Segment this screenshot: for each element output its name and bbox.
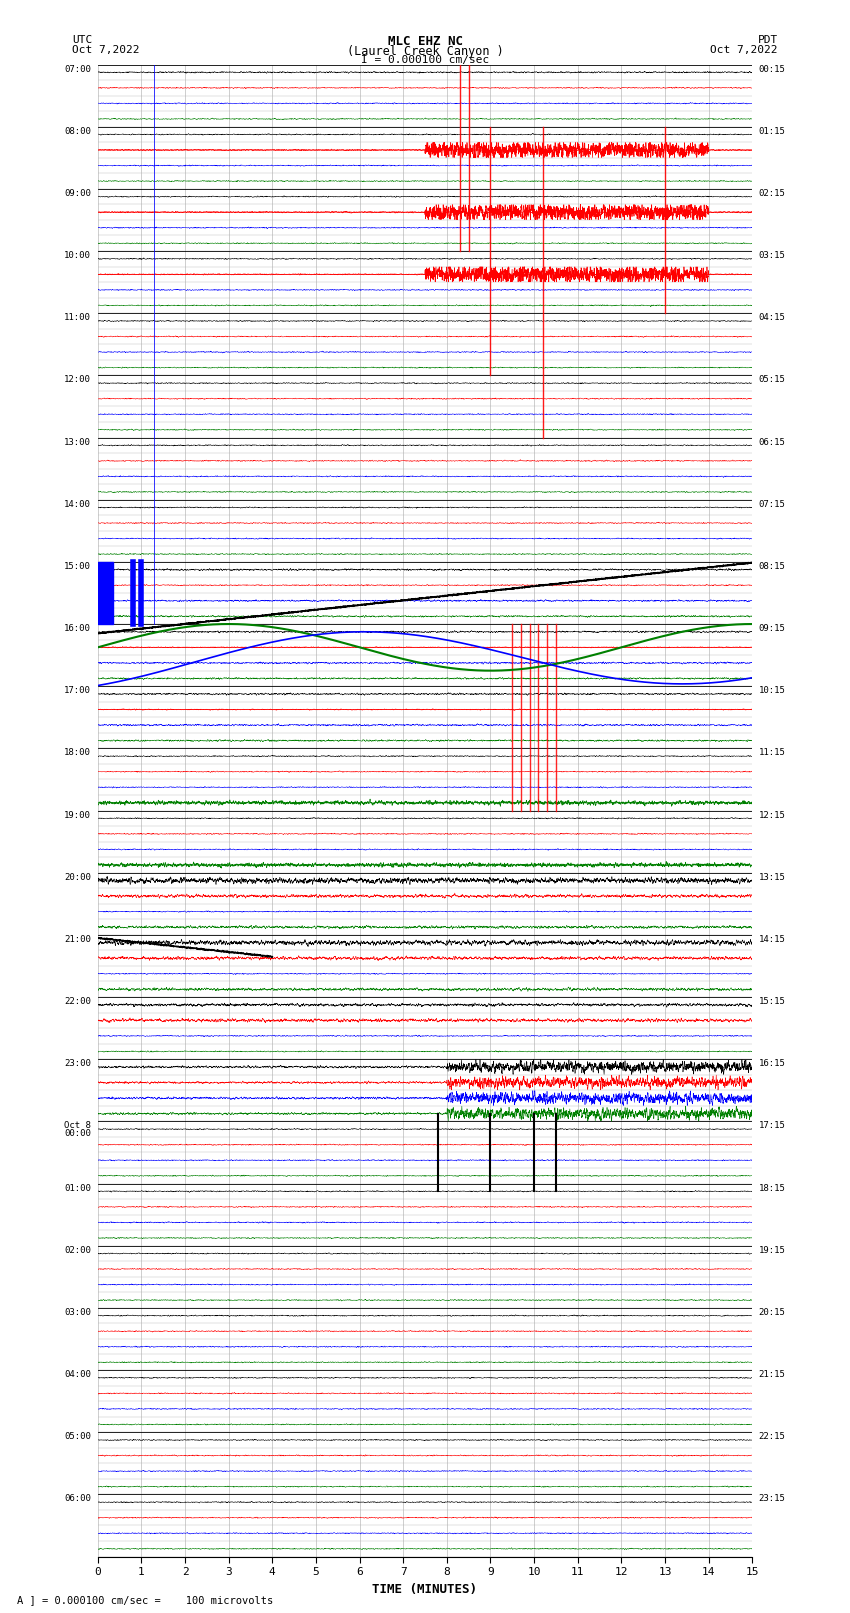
Text: 02:15: 02:15 [759, 189, 785, 198]
Text: 01:15: 01:15 [759, 127, 785, 135]
Text: (Laurel Creek Canyon ): (Laurel Creek Canyon ) [347, 45, 503, 58]
Text: 10:15: 10:15 [759, 686, 785, 695]
Text: 20:15: 20:15 [759, 1308, 785, 1316]
Text: 23:15: 23:15 [759, 1494, 785, 1503]
Text: 17:00: 17:00 [65, 686, 91, 695]
Text: Oct 7,2022: Oct 7,2022 [72, 45, 139, 55]
Text: 16:15: 16:15 [759, 1060, 785, 1068]
Text: 00:15: 00:15 [759, 65, 785, 74]
Text: 07:00: 07:00 [65, 65, 91, 74]
Text: 21:15: 21:15 [759, 1369, 785, 1379]
Text: 15:15: 15:15 [759, 997, 785, 1007]
Text: A ] = 0.000100 cm/sec =    100 microvolts: A ] = 0.000100 cm/sec = 100 microvolts [17, 1595, 273, 1605]
Text: 13:15: 13:15 [759, 873, 785, 882]
Text: UTC: UTC [72, 35, 93, 45]
Text: PDT: PDT [757, 35, 778, 45]
Text: 22:00: 22:00 [65, 997, 91, 1007]
Text: 06:15: 06:15 [759, 437, 785, 447]
Text: 18:00: 18:00 [65, 748, 91, 758]
Text: 20:00: 20:00 [65, 873, 91, 882]
Text: 11:15: 11:15 [759, 748, 785, 758]
Text: 05:00: 05:00 [65, 1432, 91, 1440]
Text: 18:15: 18:15 [759, 1184, 785, 1192]
Text: 11:00: 11:00 [65, 313, 91, 323]
Text: I = 0.000100 cm/sec: I = 0.000100 cm/sec [361, 55, 489, 65]
Text: Oct 8: Oct 8 [65, 1121, 91, 1131]
Text: 06:00: 06:00 [65, 1494, 91, 1503]
Text: 12:00: 12:00 [65, 376, 91, 384]
Text: 01:00: 01:00 [65, 1184, 91, 1192]
X-axis label: TIME (MINUTES): TIME (MINUTES) [372, 1582, 478, 1595]
Text: 15:00: 15:00 [65, 561, 91, 571]
Text: 14:00: 14:00 [65, 500, 91, 508]
Text: 19:15: 19:15 [759, 1245, 785, 1255]
Text: 21:00: 21:00 [65, 936, 91, 944]
Text: 07:15: 07:15 [759, 500, 785, 508]
Text: 05:15: 05:15 [759, 376, 785, 384]
Text: MLC EHZ NC: MLC EHZ NC [388, 35, 462, 48]
Text: 04:15: 04:15 [759, 313, 785, 323]
Text: 23:00: 23:00 [65, 1060, 91, 1068]
Text: 00:00: 00:00 [65, 1129, 91, 1139]
Text: 19:00: 19:00 [65, 811, 91, 819]
Text: Oct 7,2022: Oct 7,2022 [711, 45, 778, 55]
Text: 08:00: 08:00 [65, 127, 91, 135]
Text: 13:00: 13:00 [65, 437, 91, 447]
Text: 22:15: 22:15 [759, 1432, 785, 1440]
Text: 12:15: 12:15 [759, 811, 785, 819]
Text: 16:00: 16:00 [65, 624, 91, 632]
Text: 02:00: 02:00 [65, 1245, 91, 1255]
Text: 17:15: 17:15 [759, 1121, 785, 1131]
Text: 09:00: 09:00 [65, 189, 91, 198]
Text: 03:00: 03:00 [65, 1308, 91, 1316]
Text: 04:00: 04:00 [65, 1369, 91, 1379]
Text: 09:15: 09:15 [759, 624, 785, 632]
Text: 08:15: 08:15 [759, 561, 785, 571]
Text: 14:15: 14:15 [759, 936, 785, 944]
Text: 03:15: 03:15 [759, 252, 785, 260]
Text: 10:00: 10:00 [65, 252, 91, 260]
